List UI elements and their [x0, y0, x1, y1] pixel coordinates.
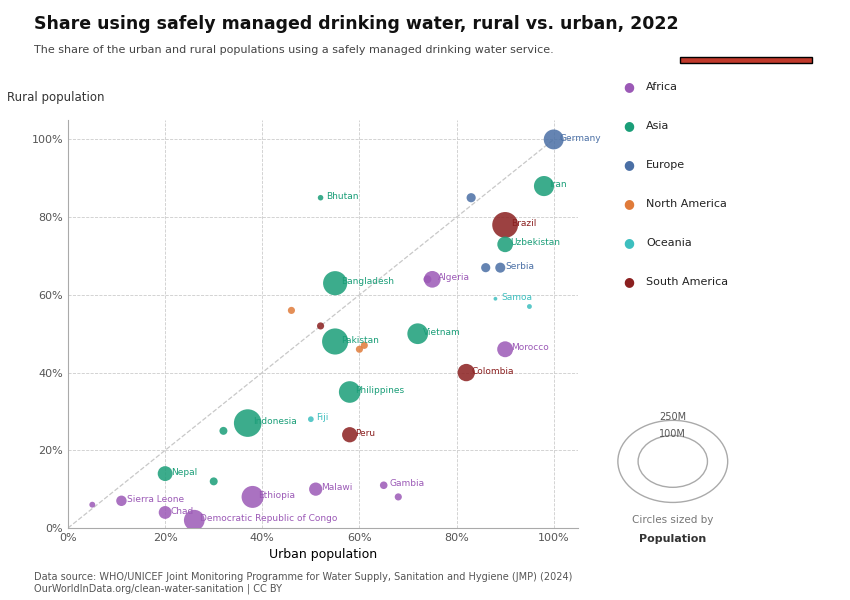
Point — [523, 302, 536, 311]
Text: Our World: Our World — [716, 26, 775, 36]
Text: Rural population: Rural population — [7, 91, 105, 104]
Point — [421, 275, 434, 284]
Text: Algeria: Algeria — [438, 274, 470, 283]
Point — [328, 337, 342, 346]
Point — [328, 278, 342, 288]
Text: Oceania: Oceania — [646, 238, 692, 248]
Text: Morocco: Morocco — [511, 343, 548, 352]
Text: Indonesia: Indonesia — [253, 417, 297, 426]
Text: Vietnam: Vietnam — [423, 328, 461, 337]
Point — [460, 368, 473, 377]
Point — [494, 263, 507, 272]
Text: Circles sized by: Circles sized by — [632, 515, 713, 526]
Text: ●: ● — [624, 119, 634, 133]
Point — [86, 500, 99, 509]
Text: 100M: 100M — [660, 430, 686, 439]
Point — [217, 426, 230, 436]
Text: in Data: in Data — [724, 41, 767, 51]
Text: Data source: WHO/UNICEF Joint Monitoring Programme for Water Supply, Sanitation : Data source: WHO/UNICEF Joint Monitoring… — [34, 572, 572, 594]
Point — [498, 220, 512, 230]
Text: Chad: Chad — [171, 506, 194, 515]
Point — [285, 305, 298, 315]
Text: Brazil: Brazil — [511, 219, 536, 228]
Text: Philippines: Philippines — [355, 386, 405, 395]
Text: Sierra Leone: Sierra Leone — [127, 495, 184, 504]
Text: Samoa: Samoa — [501, 293, 532, 302]
Text: Africa: Africa — [646, 82, 678, 92]
Point — [188, 515, 201, 525]
Point — [426, 275, 439, 284]
Text: The share of the urban and rural populations using a safely managed drinking wat: The share of the urban and rural populat… — [34, 45, 553, 55]
Text: Share using safely managed drinking water, rural vs. urban, 2022: Share using safely managed drinking wate… — [34, 15, 678, 33]
Text: ●: ● — [624, 158, 634, 172]
Text: Peru: Peru — [355, 429, 376, 438]
Text: Serbia: Serbia — [506, 262, 535, 271]
Point — [314, 193, 327, 203]
Point — [489, 294, 502, 304]
Text: Europe: Europe — [646, 160, 685, 170]
Point — [479, 263, 492, 272]
Text: Gambia: Gambia — [389, 479, 424, 488]
Point — [353, 344, 366, 354]
Text: 250M: 250M — [660, 412, 686, 422]
Text: ●: ● — [624, 236, 634, 250]
Point — [498, 239, 512, 249]
Text: Fiji: Fiji — [316, 413, 329, 422]
Point — [309, 484, 322, 494]
Text: Pakistan: Pakistan — [341, 335, 378, 344]
Point — [392, 492, 405, 502]
Text: Bangladesh: Bangladesh — [341, 277, 394, 286]
Text: Colombia: Colombia — [472, 367, 514, 376]
Point — [377, 481, 390, 490]
Point — [158, 469, 172, 478]
Text: Germany: Germany — [559, 134, 601, 143]
Text: Population: Population — [639, 534, 706, 544]
Text: ●: ● — [624, 197, 634, 211]
Point — [115, 496, 128, 506]
Text: Uzbekistan: Uzbekistan — [511, 238, 561, 247]
Point — [537, 181, 551, 191]
Text: Asia: Asia — [646, 121, 670, 131]
Text: ●: ● — [624, 275, 634, 289]
Point — [207, 476, 220, 486]
Text: Bhutan: Bhutan — [326, 192, 359, 201]
X-axis label: Urban population: Urban population — [269, 548, 377, 562]
Point — [358, 341, 371, 350]
Point — [304, 415, 318, 424]
Point — [246, 492, 259, 502]
Text: Iran: Iran — [550, 180, 567, 189]
Point — [464, 193, 478, 203]
Text: Democratic Republic of Congo: Democratic Republic of Congo — [200, 514, 337, 523]
Point — [314, 321, 327, 331]
Point — [547, 134, 560, 144]
Point — [241, 418, 254, 428]
Text: South America: South America — [646, 277, 728, 287]
Point — [343, 387, 356, 397]
Text: Nepal: Nepal — [171, 468, 197, 477]
Text: ●: ● — [624, 80, 634, 94]
Text: Malawi: Malawi — [321, 483, 353, 492]
Point — [411, 329, 424, 338]
Point — [343, 430, 356, 440]
Point — [498, 344, 512, 354]
Text: North America: North America — [646, 199, 727, 209]
Point — [158, 508, 172, 517]
FancyBboxPatch shape — [680, 57, 812, 63]
Text: Ethiopia: Ethiopia — [258, 491, 295, 500]
